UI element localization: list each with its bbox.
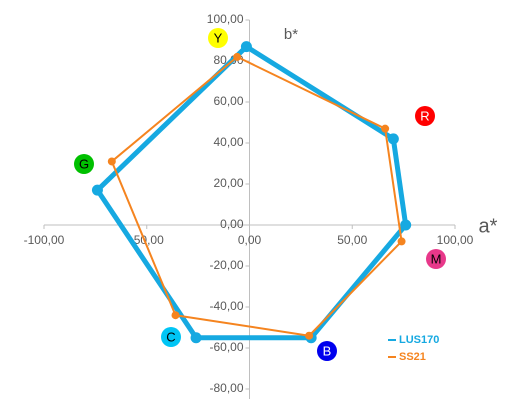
y-tick-label: 20,00 [213,176,243,190]
legend-label: LUS170 [399,334,439,346]
point [91,184,103,196]
x-tick-label: 50,00 [337,233,367,247]
legend-label: SS21 [399,351,426,363]
point [233,52,242,61]
point [171,311,180,320]
y-tick-label: -40,00 [209,299,243,313]
x-tick-label: -50,00 [130,233,164,247]
annotation-label: B [323,343,332,358]
x-tick-label: 0,00 [238,233,262,247]
point [240,41,252,53]
point [107,157,116,166]
point [387,133,399,145]
y-tick-label: -60,00 [209,340,243,354]
y-tick-label: 0,00 [220,217,244,231]
y-tick-label: 100,00 [207,12,244,26]
x-axis-label: a* [479,215,498,237]
x-tick-label: -100,00 [24,233,65,247]
x-tick-label: 100,00 [437,233,474,247]
annotation-badge [74,154,94,174]
annotation-badge [161,327,181,347]
point [305,331,314,340]
point [400,219,412,231]
annotation-label: R [420,108,429,123]
annotation-badge [426,249,446,269]
y-tick-label: -80,00 [209,381,243,395]
annotation-badge [208,28,228,48]
y-tick-label: 60,00 [213,94,243,108]
annotation-label: G [79,156,89,171]
point [190,332,202,344]
y-tick-label: 40,00 [213,135,243,149]
annotation-label: Y [214,30,223,45]
point [397,237,406,246]
annotation-badge [317,341,337,361]
annotation-label: C [166,329,175,344]
y-tick-label: -20,00 [209,258,243,272]
point [381,124,390,133]
y-axis-label: b* [284,26,298,43]
series-line [94,44,409,341]
series-line [110,55,403,337]
annotation-label: M [431,251,442,266]
annotation-badge [415,106,435,126]
